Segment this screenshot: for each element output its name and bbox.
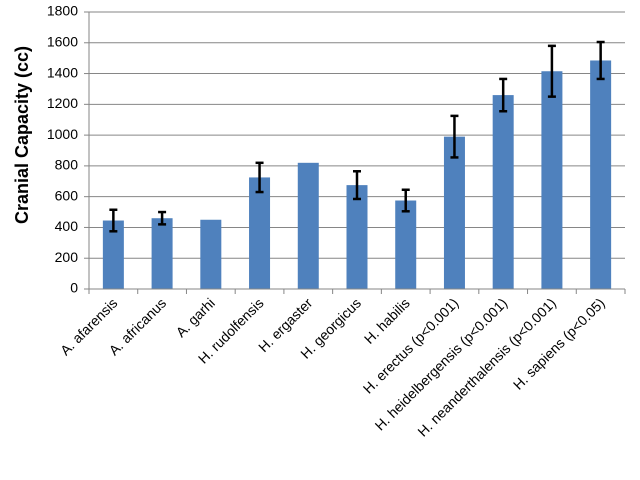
bar <box>492 95 514 289</box>
y-tick-label: 200 <box>55 249 79 265</box>
bar <box>102 220 124 289</box>
y-tick-label: 1600 <box>47 33 78 49</box>
x-tick-label: H. sapiens (p<0.05) <box>510 295 608 393</box>
y-tick-label: 800 <box>55 157 79 173</box>
y-tick-label: 600 <box>55 187 79 203</box>
x-tick-label: H. erectus (p<0.001) <box>360 295 462 397</box>
y-tick-label: 1400 <box>47 64 78 80</box>
bar <box>346 185 368 289</box>
bars <box>102 60 612 289</box>
y-axis-title: Cranial Capacity (cc) <box>12 46 32 224</box>
bar <box>395 200 417 289</box>
axes <box>84 11 626 294</box>
x-tick-label: A. garhi <box>173 295 218 340</box>
y-tick-label: 1800 <box>47 3 78 19</box>
y-tick-label: 400 <box>55 218 79 234</box>
bar <box>541 71 563 289</box>
bar <box>443 136 465 289</box>
bar <box>151 218 173 289</box>
y-tick-label: 0 <box>70 280 78 296</box>
bar <box>590 60 612 289</box>
gridlines <box>89 11 625 259</box>
bar <box>200 219 222 289</box>
bar <box>297 162 319 289</box>
bar <box>249 177 271 289</box>
y-tick-label: 1000 <box>47 126 78 142</box>
y-tick-label: 1200 <box>47 95 78 111</box>
error-bars <box>109 40 605 233</box>
